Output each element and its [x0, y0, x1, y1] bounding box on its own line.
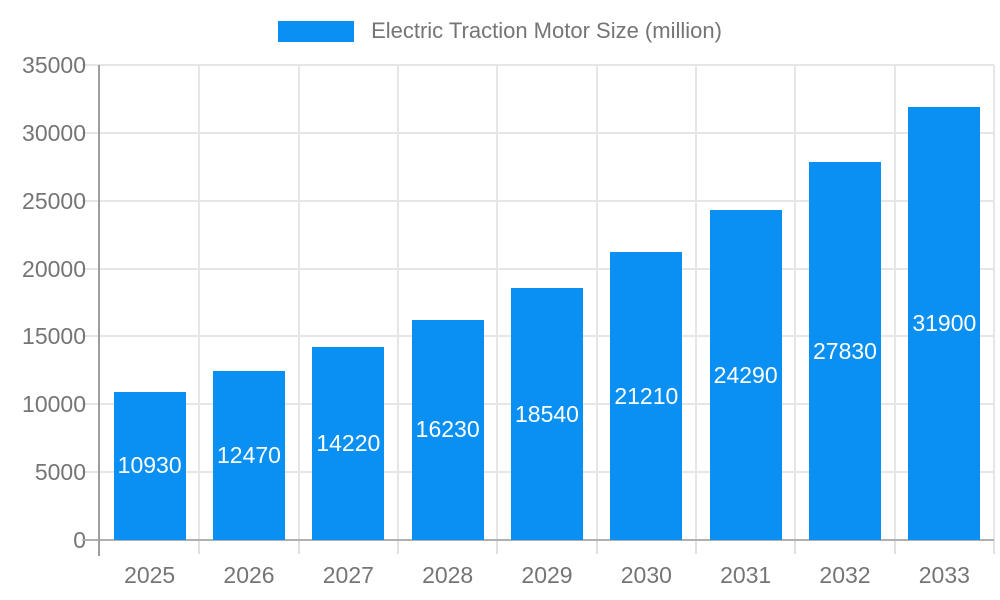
- bar[interactable]: 21210: [610, 252, 683, 540]
- gridline-vertical: [397, 65, 399, 540]
- y-axis-tick-label: 35000: [22, 52, 86, 78]
- x-axis-tick-label: 2028: [422, 562, 474, 588]
- x-axis-tick: [397, 540, 399, 554]
- bar-value-label: 14220: [316, 429, 381, 456]
- x-axis-tick-label: 2027: [322, 562, 374, 588]
- bar-value-label: 21210: [614, 382, 679, 409]
- bar-value-label: 31900: [912, 310, 977, 337]
- y-axis-tick-label: 25000: [22, 187, 86, 214]
- gridline-vertical: [893, 65, 896, 540]
- gridline-vertical: [297, 65, 300, 540]
- chart-legend[interactable]: Electric Traction Motor Size (million): [0, 18, 1000, 44]
- x-axis-tick: [794, 540, 797, 554]
- x-axis-tick-label: 2025: [124, 562, 176, 588]
- bar-value-label: 10930: [117, 452, 182, 479]
- bar[interactable]: 24290: [709, 210, 782, 540]
- x-axis-tick: [893, 540, 896, 554]
- x-axis-baseline: [82, 539, 994, 541]
- gridline-vertical: [695, 65, 697, 540]
- y-axis-tick-label: 10000: [22, 391, 86, 418]
- x-axis-tick: [695, 540, 697, 554]
- gridline-horizontal: [82, 199, 994, 202]
- gridline-horizontal: [82, 131, 994, 134]
- gridline-horizontal: [82, 64, 994, 66]
- bar-value-label: 12470: [217, 441, 281, 468]
- bar[interactable]: 16230: [411, 319, 484, 540]
- y-axis-tick-label: 5000: [34, 459, 86, 486]
- legend-swatch: [278, 20, 355, 42]
- bar[interactable]: 12470: [213, 370, 285, 540]
- gridline-horizontal: [82, 267, 994, 270]
- x-axis-tick: [297, 540, 300, 554]
- bar[interactable]: 10930: [113, 391, 186, 540]
- gridline-vertical: [496, 65, 499, 540]
- y-axis-tick-label: 0: [73, 527, 86, 553]
- y-axis-line: [98, 65, 100, 556]
- x-axis-tick-label: 2026: [223, 562, 275, 588]
- y-axis-tick-label: 15000: [22, 323, 86, 350]
- gridline-vertical: [794, 65, 797, 540]
- x-axis-tick-label: 2032: [819, 562, 871, 588]
- bar-value-label: 16230: [415, 416, 480, 443]
- x-axis-tick: [198, 540, 201, 554]
- x-axis-tick: [993, 540, 995, 554]
- gridline-vertical: [198, 65, 201, 540]
- legend-label: Electric Traction Motor Size (million): [371, 18, 722, 43]
- bar-value-label: 27830: [813, 337, 877, 364]
- gridline-vertical: [993, 65, 995, 540]
- x-axis-tick: [595, 540, 598, 554]
- bar-value-label: 24290: [713, 361, 778, 388]
- bar[interactable]: 31900: [908, 107, 981, 540]
- x-axis-tick-label: 2030: [620, 562, 672, 588]
- bar-value-label: 18540: [515, 400, 579, 427]
- x-axis-tick-label: 2033: [918, 562, 970, 588]
- x-axis-tick-label: 2029: [521, 562, 573, 588]
- bar[interactable]: 18540: [511, 288, 583, 540]
- x-axis-tick: [496, 540, 499, 554]
- bar[interactable]: 27830: [809, 162, 881, 540]
- y-axis-tick-label: 30000: [22, 119, 86, 146]
- x-axis-tick-label: 2031: [720, 562, 772, 588]
- gridline-vertical: [595, 65, 598, 540]
- y-axis-tick-label: 20000: [22, 255, 86, 282]
- bar[interactable]: 14220: [312, 347, 385, 540]
